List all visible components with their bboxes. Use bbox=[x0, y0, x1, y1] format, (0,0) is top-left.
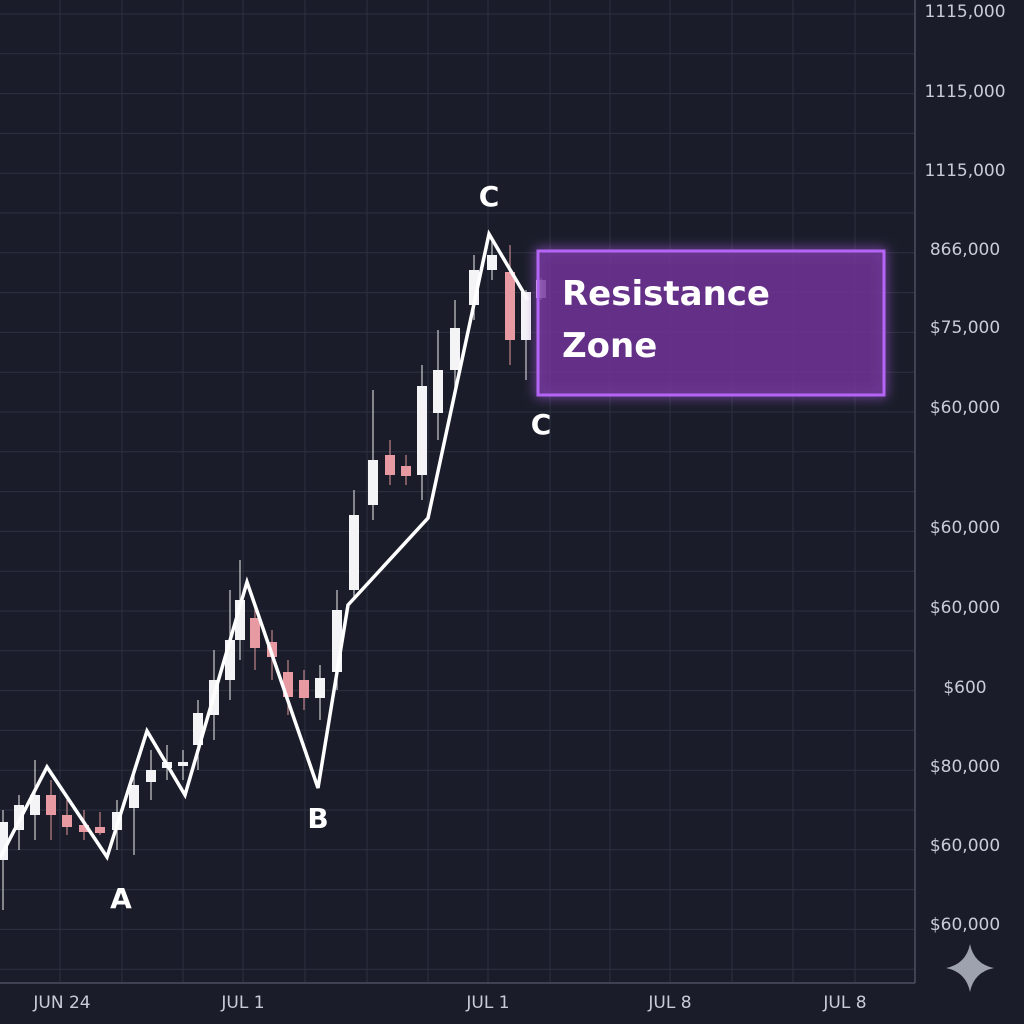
candle-body bbox=[417, 386, 427, 475]
candle-body bbox=[349, 515, 359, 590]
candle-body bbox=[487, 255, 497, 270]
wave-label: C bbox=[531, 408, 552, 441]
y-tick-label: $60,000 bbox=[930, 398, 1000, 418]
candle-body bbox=[250, 618, 260, 648]
y-tick-label: $60,000 bbox=[930, 518, 1000, 538]
grid bbox=[0, 0, 915, 983]
candle-body bbox=[433, 370, 443, 413]
x-tick-label: JUL 8 bbox=[822, 993, 866, 1013]
y-tick-label: 1115,000 bbox=[924, 2, 1005, 22]
x-tick-label: JUN 24 bbox=[32, 993, 90, 1013]
y-tick-label: $60,000 bbox=[930, 915, 1000, 935]
candle-body bbox=[46, 795, 56, 815]
labels: 1115,000 1115,000 1115,000 866,000 $75,000 $6… bbox=[32, 2, 1005, 1013]
sparkle-icon bbox=[946, 944, 994, 992]
y-tick-label: $80,000 bbox=[930, 757, 1000, 777]
candle-body bbox=[178, 762, 188, 766]
candle-body bbox=[146, 770, 156, 782]
x-tick-label: JUL 1 bbox=[465, 993, 509, 1013]
y-tick-label: 866,000 bbox=[930, 240, 1000, 260]
candle-body bbox=[401, 466, 411, 476]
y-tick-label: $60,000 bbox=[930, 836, 1000, 856]
candle-body bbox=[450, 328, 460, 370]
resistance-zone-label: Resistance Zone bbox=[562, 268, 792, 372]
candle-body bbox=[385, 455, 395, 475]
y-tick-label: 1115,000 bbox=[924, 161, 1005, 181]
candle-body bbox=[505, 272, 515, 340]
wave-label: B bbox=[307, 802, 328, 835]
x-tick-label: JUL 1 bbox=[220, 993, 264, 1013]
wave-label: C bbox=[479, 180, 500, 213]
y-tick-label: 1115,000 bbox=[924, 82, 1005, 102]
candle-body bbox=[95, 827, 105, 833]
y-tick-label: $75,000 bbox=[930, 318, 1000, 338]
x-tick-label: JUL 8 bbox=[647, 993, 691, 1013]
candle-body bbox=[368, 460, 378, 505]
y-tick-label: $60,000 bbox=[930, 598, 1000, 618]
zigzag-line bbox=[0, 234, 528, 858]
wave-label: A bbox=[110, 882, 132, 915]
y-tick-label: $600 bbox=[943, 678, 986, 698]
candle-body bbox=[299, 680, 309, 698]
candle-body bbox=[315, 678, 325, 698]
candle-body bbox=[62, 815, 72, 827]
